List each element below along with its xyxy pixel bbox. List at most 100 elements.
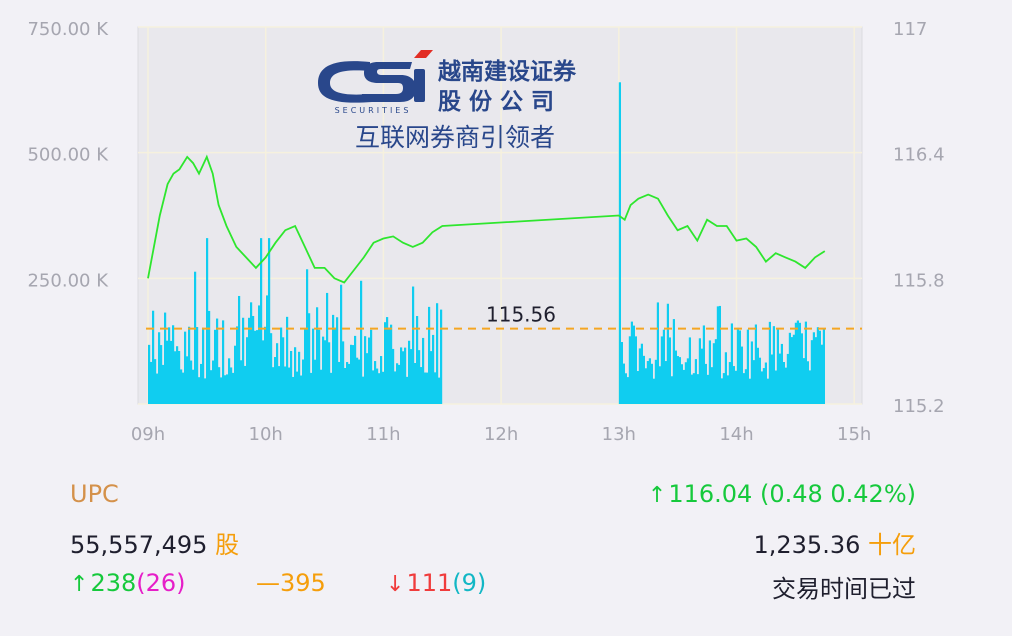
volume-bar	[266, 295, 269, 404]
volume-bar	[628, 336, 631, 404]
volume-bar	[406, 376, 409, 404]
volume-bar	[366, 353, 369, 404]
left-axis: 750.00 K 500.00 K 250.00 K	[27, 19, 109, 291]
volume-bar	[618, 82, 621, 404]
volume-bar	[360, 280, 363, 404]
volume-bar	[738, 330, 741, 404]
volume-bar	[656, 302, 659, 404]
volume-bar	[658, 366, 661, 404]
decliners: ↓111(9)	[386, 569, 486, 597]
volume-bar	[358, 359, 361, 404]
volume-bar	[318, 329, 321, 404]
volume-bar	[434, 372, 437, 404]
volume-bar	[162, 364, 165, 404]
volume-bar	[756, 347, 759, 404]
volume-bar	[306, 269, 309, 404]
volume-bar	[362, 376, 365, 404]
volume-bar	[194, 271, 197, 404]
logo-subtext: SECURITIES	[335, 106, 412, 115]
volume-bar	[420, 367, 423, 404]
volume-bar	[416, 316, 419, 404]
volume-bar	[220, 377, 223, 404]
volume-bar	[762, 368, 765, 404]
volume-bar	[168, 327, 171, 404]
volume-bar	[302, 359, 305, 404]
volume-bar	[264, 326, 267, 404]
volume-bar	[238, 295, 241, 404]
volume-bar	[790, 337, 793, 404]
volume-bar	[674, 350, 677, 404]
volume-bar	[236, 326, 239, 404]
volume-bar	[702, 325, 705, 404]
volume-bar	[768, 321, 771, 404]
volume-bar	[312, 328, 315, 404]
volume-bar	[282, 337, 285, 404]
volume-bar	[414, 362, 417, 404]
volume-bar	[666, 303, 669, 404]
volume-bar	[200, 363, 203, 404]
volume-bar	[276, 343, 279, 404]
volume-bar	[228, 358, 231, 404]
volume-bar	[690, 374, 693, 404]
volume-bar	[314, 359, 317, 404]
volume-bar	[374, 361, 377, 404]
volume-bar	[792, 334, 795, 404]
volume-bar	[328, 342, 331, 404]
volume-bar	[654, 359, 657, 404]
volume-bar	[694, 359, 697, 404]
volume-bar	[268, 238, 271, 404]
volume-bar	[316, 307, 319, 404]
volume-bar	[736, 327, 739, 404]
volume-bar	[278, 366, 281, 404]
volume-bar	[214, 329, 217, 404]
volume-bar	[294, 347, 297, 404]
volume-bar	[400, 347, 403, 404]
volume-bar	[660, 336, 663, 404]
volume-bar	[670, 376, 673, 404]
volume-bar	[620, 342, 623, 404]
x-axis: 09h 10h 11h 12h 13h 14h 15h	[131, 424, 872, 445]
volume-bar	[774, 370, 777, 404]
advancers: ↑238(26)	[70, 569, 186, 597]
volume-bar	[348, 363, 351, 404]
volume-bar	[806, 361, 809, 404]
volume-bar	[388, 327, 391, 404]
volume-bar	[230, 367, 233, 404]
volume-bar	[648, 358, 651, 404]
volume-bar	[714, 339, 717, 404]
volume-bar	[186, 356, 189, 404]
volume-bar	[734, 370, 737, 404]
volume-bar	[196, 327, 199, 404]
volume-bar	[704, 363, 707, 404]
volume-bar	[640, 343, 643, 404]
volume-bar	[758, 357, 761, 404]
volume-bar	[692, 373, 695, 404]
volume-bar	[622, 363, 625, 404]
volume-bar	[800, 333, 803, 404]
up-arrow-icon: ↑	[647, 483, 667, 508]
volume-bar	[796, 320, 799, 404]
volume-bar	[262, 340, 265, 404]
index-name-text: UPC	[70, 480, 119, 508]
volume-bar	[822, 328, 825, 404]
volume-bar	[326, 292, 329, 404]
volume-bar	[696, 374, 699, 404]
volume-bar	[156, 373, 159, 404]
turnover-value: 1,235.36	[753, 531, 861, 559]
logo-mark	[318, 50, 433, 103]
volume-bar	[380, 356, 383, 404]
index-change-detail: (0.48 0.42%)	[759, 480, 916, 508]
volume-bar	[408, 340, 411, 404]
volume-bar	[182, 372, 185, 404]
volume-bar	[646, 361, 649, 404]
volume-bar	[430, 351, 433, 404]
volume-bar	[418, 350, 421, 404]
volume-bar	[226, 374, 229, 404]
down-arrow-icon: ↓	[386, 572, 405, 597]
volume-bar	[288, 367, 291, 404]
volume-bar	[788, 332, 791, 404]
left-tick-label: 500.00 K	[27, 145, 109, 166]
market-status-text: 交易时间已过	[772, 575, 916, 603]
volume-bar	[668, 337, 671, 404]
volume-bar	[776, 329, 779, 404]
